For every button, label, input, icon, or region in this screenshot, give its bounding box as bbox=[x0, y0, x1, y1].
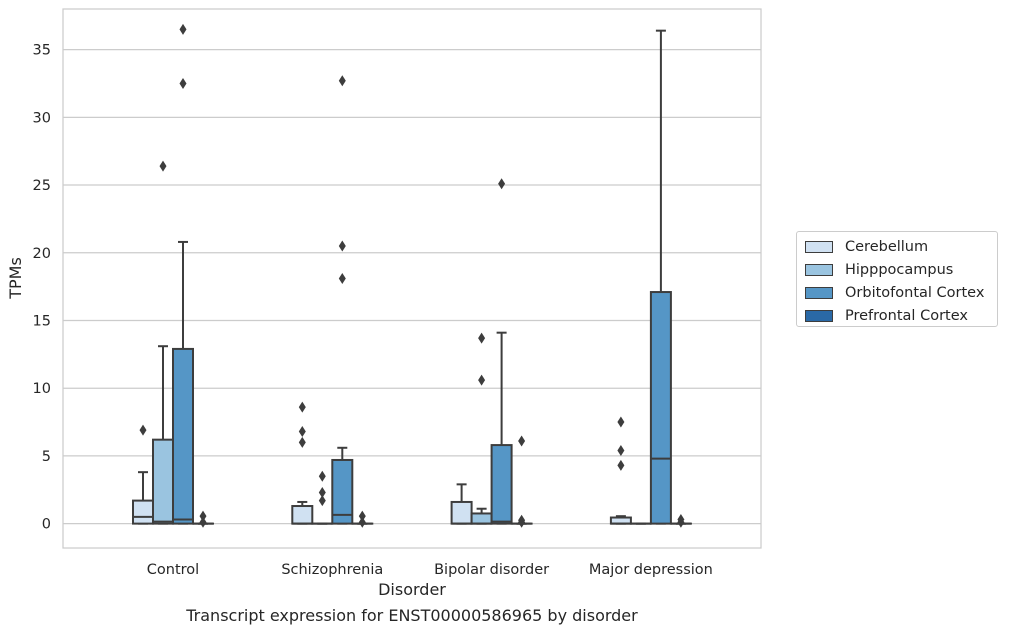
outlier-point bbox=[358, 510, 366, 522]
legend-label: Hipppocampus bbox=[845, 261, 954, 278]
legend-swatch bbox=[805, 286, 833, 299]
legend-item: Orbitofontal Cortex bbox=[805, 281, 997, 304]
y-tick-label: 35 bbox=[33, 43, 51, 59]
outlier-point bbox=[298, 401, 306, 413]
legend-label: Cerebellum bbox=[845, 238, 929, 255]
box-1-2 bbox=[470, 332, 493, 525]
legend-item: Cerebellum bbox=[805, 235, 997, 258]
outlier-point bbox=[358, 516, 366, 528]
outlier-point bbox=[199, 510, 207, 522]
x-tick-label: Control bbox=[147, 562, 199, 578]
box-iqr bbox=[291, 505, 314, 525]
outlier-point bbox=[617, 459, 625, 471]
legend-label: Orbitofontal Cortex bbox=[845, 284, 985, 301]
y-axis-ticks: 0 5 10 15 20 25 30 35 bbox=[33, 43, 51, 533]
y-tick-label: 5 bbox=[42, 449, 51, 465]
outlier-point bbox=[179, 23, 187, 35]
outlier-point bbox=[617, 444, 625, 456]
legend-item: Hipppocampus bbox=[805, 258, 997, 281]
outlier-point bbox=[338, 273, 346, 284]
outlier-point bbox=[518, 516, 526, 528]
outlier-point bbox=[338, 240, 346, 252]
legend-item: Prefrontal Cortex bbox=[805, 304, 997, 327]
box-2-1 bbox=[331, 75, 354, 525]
box-iqr bbox=[152, 438, 174, 525]
box-3-3 bbox=[669, 514, 692, 528]
outlier-point bbox=[139, 424, 147, 436]
x-axis-label: Disorder bbox=[378, 580, 446, 599]
box-0-3 bbox=[609, 416, 632, 525]
box-iqr bbox=[132, 499, 154, 525]
box-iqr bbox=[490, 444, 513, 525]
legend-swatch bbox=[805, 240, 833, 253]
box-series bbox=[132, 23, 692, 528]
y-axis-label: TPMs bbox=[6, 257, 25, 300]
outlier-point bbox=[159, 160, 167, 172]
box-iqr bbox=[450, 500, 473, 525]
box-2-2 bbox=[490, 178, 513, 525]
outlier-point bbox=[478, 332, 486, 344]
box-iqr bbox=[470, 512, 493, 525]
outlier-point bbox=[318, 470, 326, 482]
box-iqr bbox=[649, 291, 672, 525]
y-tick-label: 0 bbox=[42, 517, 51, 533]
box-0-0 bbox=[132, 424, 154, 525]
y-tick-label: 30 bbox=[33, 110, 51, 126]
box-3-2 bbox=[510, 435, 533, 528]
outlier-point bbox=[498, 178, 506, 190]
y-tick-label: 20 bbox=[33, 246, 51, 262]
outlier-point bbox=[179, 77, 187, 89]
legend-swatch bbox=[805, 263, 833, 276]
x-tick-label: Schizophrenia bbox=[281, 562, 383, 578]
outlier-point bbox=[338, 75, 346, 87]
outlier-point bbox=[518, 435, 526, 447]
box-iqr bbox=[331, 458, 354, 525]
outlier-point bbox=[298, 436, 306, 448]
box-1-1 bbox=[311, 470, 334, 525]
outlier-point bbox=[478, 374, 486, 386]
legend: Cerebellum Hipppocampus Orbitofontal Corte… bbox=[796, 231, 998, 327]
legend-swatch bbox=[805, 309, 833, 322]
box-3-1 bbox=[351, 510, 374, 528]
box-1-0 bbox=[152, 160, 174, 525]
y-tick-label: 25 bbox=[33, 178, 51, 194]
box-2-3 bbox=[649, 29, 672, 525]
x-axis-ticks: Control Schizophrenia Bipolar disorder Majo… bbox=[147, 562, 713, 578]
x-tick-label: Major depression bbox=[589, 562, 713, 578]
plot-frame bbox=[62, 8, 762, 549]
box-0-2 bbox=[450, 483, 473, 525]
outlier-point bbox=[677, 516, 685, 528]
box-iqr bbox=[172, 347, 194, 525]
y-tick-label: 15 bbox=[33, 313, 51, 329]
box-3-0 bbox=[192, 510, 214, 528]
box-2-0 bbox=[172, 23, 194, 525]
y-tick-label: 10 bbox=[33, 381, 51, 397]
outlier-point bbox=[318, 486, 326, 498]
outlier-point bbox=[617, 416, 625, 428]
outlier-point bbox=[199, 516, 207, 528]
outlier-point bbox=[298, 426, 306, 438]
outlier-point bbox=[318, 495, 326, 507]
x-tick-label: Bipolar disorder bbox=[434, 562, 549, 578]
legend-label: Prefrontal Cortex bbox=[845, 307, 968, 324]
chart-caption: Transcript expression for ENST0000058696… bbox=[186, 606, 638, 625]
box-0-1 bbox=[291, 401, 314, 525]
